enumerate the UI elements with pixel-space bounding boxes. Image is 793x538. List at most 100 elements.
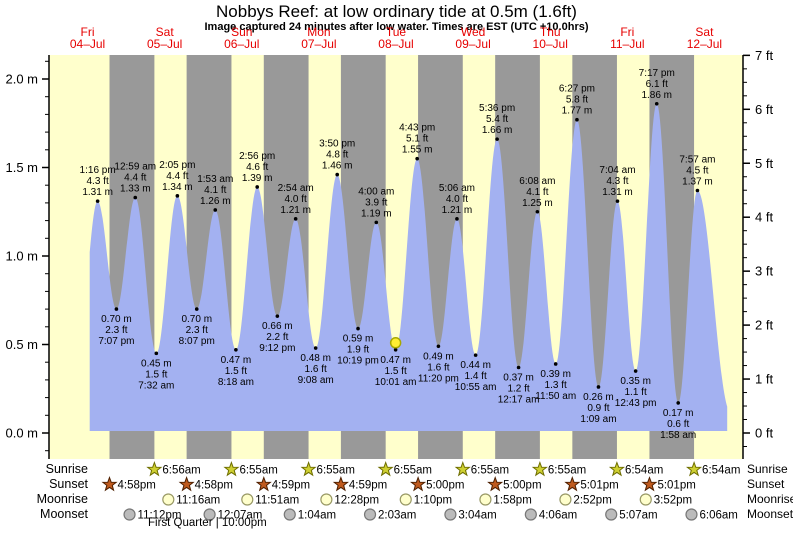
tide-label-line: 4:43 pm — [399, 123, 435, 134]
tide-label-line: 0.45 m — [141, 358, 172, 369]
tide-label-line: 0.17 m — [663, 408, 694, 419]
high-tide-dot — [654, 101, 659, 106]
moonrise-icon — [241, 493, 254, 506]
high-tide-dot — [175, 194, 180, 198]
tide-label-line: 5.4 ft — [486, 114, 508, 125]
right-axis-tick-label: 5 ft — [755, 156, 773, 171]
tide-label-line: 1.55 m — [402, 145, 433, 156]
sunset-time: 4:59pm — [349, 480, 387, 492]
moonset-row-label-right: Moonset — [747, 507, 793, 521]
tide-label-line: 12:59 am — [114, 162, 156, 173]
tide-label-line: 6:27 pm — [559, 84, 595, 95]
sunset-time: 5:01pm — [580, 480, 618, 492]
tide-label-line: 4.4 ft — [124, 173, 146, 184]
tide-label-line: 4.4 ft — [166, 171, 188, 182]
right-axis-tick-label: 1 ft — [755, 372, 773, 387]
left-axis-tick-label: 0.5 m — [5, 337, 38, 352]
tide-label-line: 4.6 ft — [246, 162, 268, 173]
tide-label-line: 0.70 m — [101, 314, 132, 325]
sunset-time: 5:00pm — [426, 480, 464, 492]
sunset-star-icon — [641, 476, 658, 492]
tide-label-line: 0.48 m — [300, 353, 331, 364]
high-tide-dot — [695, 188, 700, 193]
moonset-icon — [444, 508, 457, 521]
low-tide-dot — [154, 351, 159, 356]
tide-label-line: 5.1 ft — [406, 134, 428, 145]
moonset-time: 12:07am — [218, 510, 263, 522]
sunrise-row-label-left: Sunrise — [45, 462, 88, 476]
tide-label-line: 5:36 pm — [479, 103, 515, 114]
sunrise-star-icon — [223, 461, 240, 477]
tide-label-line: 1.66 m — [482, 125, 513, 136]
moon-phase-text: First Quarter | 10:00pm — [148, 517, 267, 529]
tide-label-line: 0.44 m — [460, 360, 491, 371]
sunset-row-label-left: Sunset — [49, 477, 88, 491]
page-subtitle: Image captured 24 minutes after low wate… — [204, 21, 589, 33]
tide-label-line: 0.66 m — [262, 321, 293, 332]
tide-label-line: 1.46 m — [322, 161, 353, 172]
tide-label-line: 2.3 ft — [105, 325, 127, 336]
moonrise-icon — [162, 493, 175, 506]
tide-label-line: 11:20 pm — [418, 373, 459, 384]
moonset-icon — [123, 508, 136, 521]
left-axis-tick-label: 1.5 m — [5, 160, 38, 175]
tide-label-line: 4.1 ft — [526, 187, 548, 198]
tide-label-line: 1.5 ft — [225, 366, 247, 377]
tide-label-line: 2:56 pm — [239, 151, 275, 162]
tide-label-line: 0.35 m — [620, 376, 651, 387]
sunrise-star-icon — [531, 461, 548, 477]
tide-label-line: 1:09 am — [580, 414, 616, 425]
moonset-time: 1:04am — [298, 510, 336, 522]
tide-label-line: 9:08 am — [298, 375, 334, 386]
tide-label-line: 1.25 m — [522, 198, 553, 209]
low-tide-dot — [194, 307, 199, 311]
moonrise-icon — [320, 493, 333, 506]
low-tide-dot — [473, 353, 478, 357]
moonset-row-label-left: Moonset — [40, 507, 88, 521]
tide-label-line: 1:16 pm — [80, 165, 116, 176]
moonrise-time: 11:16am — [176, 495, 220, 507]
tide-label-line: 6.1 ft — [646, 79, 668, 90]
sunrise-star-icon — [686, 461, 703, 477]
tide-label-line: 1:58 am — [660, 430, 696, 441]
tide-label-line: 1.1 ft — [625, 387, 647, 398]
tide-label-line: 5.8 ft — [566, 95, 588, 106]
moonset-icon — [524, 508, 537, 521]
high-tide-dot — [374, 220, 379, 225]
tide-label-line: 0.9 ft — [587, 403, 609, 414]
sunrise-star-icon — [146, 461, 163, 477]
sunrise-star-icon — [608, 461, 625, 477]
sunset-star-icon — [564, 476, 581, 492]
tide-label-line: 0.26 m — [583, 392, 614, 403]
page-title: Nobbys Reef: at low ordinary tide at 0.5… — [216, 2, 577, 21]
low-tide-dot — [393, 348, 398, 352]
right-axis-tick-label: 3 ft — [755, 264, 773, 279]
tide-label-line: 10:55 am — [455, 382, 497, 393]
tide-area — [89, 103, 728, 432]
sunrise-time: 6:55am — [317, 465, 355, 477]
moonrise-time: 11:51am — [255, 495, 299, 507]
tide-label-line: 1.19 m — [361, 208, 392, 219]
sunrise-row-label-right: Sunrise — [747, 462, 788, 476]
sunrise-time: 6:55am — [394, 465, 432, 477]
high-tide-dot — [455, 217, 459, 221]
tide-label-line: 11:50 am — [535, 391, 576, 402]
moonrise-icon — [399, 493, 412, 506]
tide-label-line: 1.2 ft — [507, 384, 529, 395]
sunset-star-icon — [487, 476, 504, 492]
right-axis-tick-label: 0 ft — [755, 426, 773, 441]
low-tide-dot — [553, 362, 558, 366]
tide-label-line: 1.31 m — [82, 187, 113, 198]
left-axis-tick-label: 2.0 m — [5, 72, 38, 87]
low-tide-dot — [516, 365, 521, 370]
tide-label-line: 0.39 m — [540, 369, 571, 380]
right-axis-tick-label: 6 ft — [755, 102, 773, 117]
high-tide-dot — [335, 172, 340, 177]
tide-label-line: 1.5 ft — [385, 366, 407, 377]
moonrise-row-label-left: Moonrise — [36, 492, 88, 506]
high-tide-dot — [95, 199, 100, 203]
tide-label-line: 8:18 am — [218, 377, 254, 388]
sunset-star-icon — [255, 476, 272, 492]
current-time-marker — [389, 337, 402, 349]
